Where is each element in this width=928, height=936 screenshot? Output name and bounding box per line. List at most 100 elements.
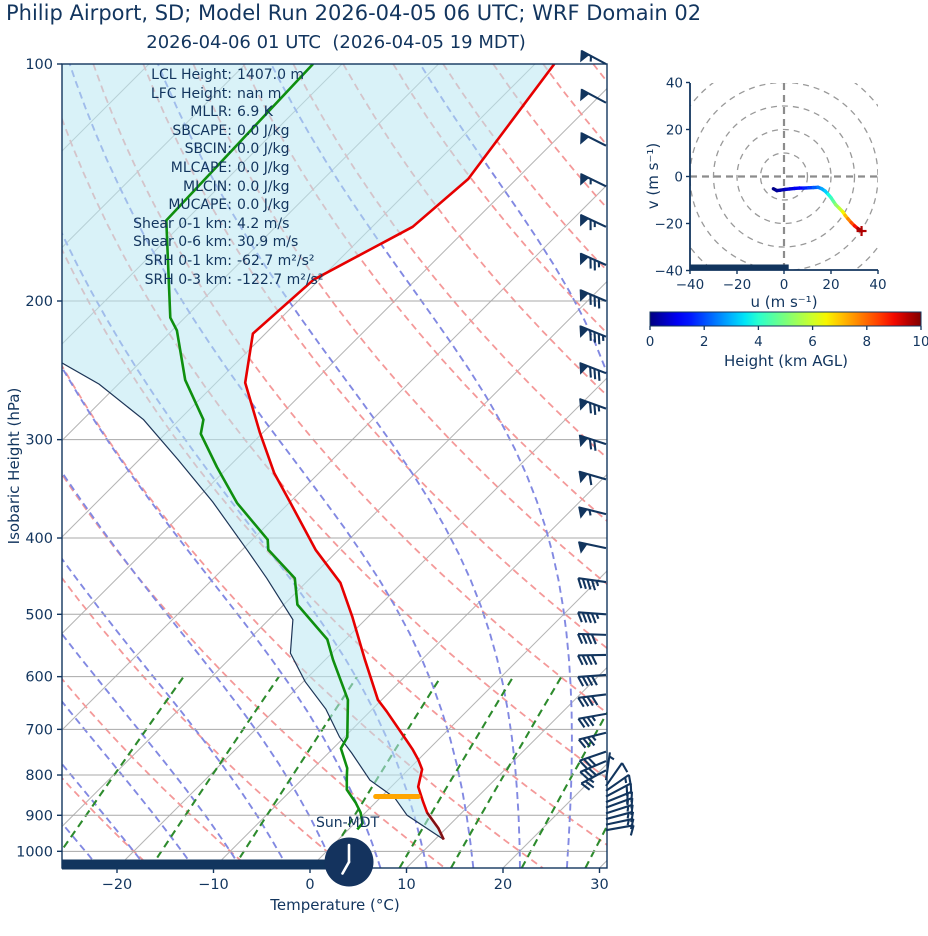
stat-line: SBCAPE: 0.0 J/kg bbox=[70, 122, 323, 141]
pressure-tick-label: 400 bbox=[25, 531, 53, 547]
wind-barb bbox=[577, 653, 607, 666]
barb-full-feather bbox=[586, 654, 593, 666]
stat-value: 0.0 J/kg bbox=[237, 178, 290, 195]
stat-value: 4.2 m/s bbox=[237, 215, 290, 232]
stat-label: MLCIN: bbox=[183, 178, 232, 195]
hodograph-u-tick-label: −20 bbox=[723, 277, 752, 293]
pressure-tick-label: 500 bbox=[25, 607, 53, 623]
stat-line: Shear 0-6 km: 30.9 m/s bbox=[70, 233, 323, 252]
moist-adiabat-line bbox=[270, 64, 573, 868]
wind-barb bbox=[605, 803, 634, 816]
stat-label: MLCAPE: bbox=[170, 159, 232, 176]
barb-full-feather bbox=[581, 696, 590, 707]
stat-label: SBCAPE: bbox=[172, 122, 232, 139]
mixing-ratio-line bbox=[62, 676, 185, 852]
skewt-background bbox=[62, 64, 928, 868]
night-bar-skewt bbox=[62, 859, 332, 870]
barb-full-feather bbox=[586, 633, 593, 645]
hodograph-v-tick-label: 0 bbox=[674, 170, 683, 186]
moist-adiabat-line bbox=[157, 64, 521, 868]
dry-adiabat-line bbox=[693, 64, 928, 868]
temperature-tick-label: 30 bbox=[590, 877, 608, 893]
parcel-profile-curve bbox=[62, 362, 445, 841]
wind-barb bbox=[578, 750, 607, 769]
barb-half-feather bbox=[591, 715, 597, 722]
barb-full-feather bbox=[580, 782, 591, 791]
wind-barb bbox=[579, 362, 607, 381]
wind-barb bbox=[580, 173, 607, 188]
barb-half-feather bbox=[608, 755, 615, 761]
sounding-stats-panel: LCL Height: 1407.0 m LFC Height: nan m MLLR:… bbox=[70, 66, 323, 289]
dry-adiabat-line bbox=[142, 64, 607, 650]
barb-pennant bbox=[580, 88, 590, 102]
stat-value: -122.7 m²/s² bbox=[237, 271, 324, 288]
barb-full-feather bbox=[590, 579, 597, 591]
temperature-tick-label: −20 bbox=[102, 877, 133, 893]
barb-full-feather bbox=[582, 717, 590, 728]
barb-full-feather bbox=[589, 367, 592, 378]
hodograph-u-tick-label: −40 bbox=[676, 277, 705, 293]
barb-half-feather bbox=[626, 812, 630, 819]
barb-pennant bbox=[578, 434, 589, 448]
stat-value: 6.9 K bbox=[237, 104, 273, 121]
barb-pennant bbox=[578, 471, 589, 484]
pressure-tick-label: 700 bbox=[25, 722, 53, 738]
mixing-ratio-line bbox=[450, 676, 563, 868]
wind-barb bbox=[580, 88, 607, 104]
barb-full-feather bbox=[582, 737, 591, 748]
wind-barb bbox=[605, 817, 635, 830]
stat-label: Shear 0-1 km: bbox=[133, 215, 232, 232]
temperature-curve bbox=[243, 64, 556, 841]
colorbar-tick-label: 0 bbox=[646, 334, 655, 350]
barb-full-feather bbox=[579, 771, 589, 780]
barb-full-feather bbox=[586, 612, 592, 624]
colorbar-gradient bbox=[649, 311, 922, 327]
stat-value: 30.9 m/s bbox=[237, 234, 299, 251]
barb-full-feather bbox=[587, 767, 598, 777]
barb-full-feather bbox=[588, 438, 593, 450]
colorbar-tick-label: 2 bbox=[700, 334, 709, 350]
barb-full-feather bbox=[587, 756, 597, 766]
stat-line: SBCIN: 0.0 J/kg bbox=[70, 140, 323, 159]
pressure-axis-label: Isobaric Height (hPa) bbox=[5, 387, 23, 545]
stat-line: MLLR: 6.9 K bbox=[70, 103, 323, 122]
mixing-ratio-line bbox=[632, 677, 731, 868]
barb-staff bbox=[605, 762, 623, 787]
barb-full-feather bbox=[583, 758, 592, 768]
wind-barb bbox=[577, 632, 607, 645]
barb-full-feather bbox=[581, 612, 588, 623]
stat-label: SRH 0-1 km: bbox=[144, 252, 232, 269]
barb-full-feather bbox=[590, 633, 597, 645]
moist-adiabat-line bbox=[62, 470, 335, 868]
stat-label: Shear 0-6 km: bbox=[133, 234, 232, 251]
moist-adiabat-line bbox=[615, 64, 726, 868]
moist-adiabat-line bbox=[62, 231, 428, 868]
barb-full-feather bbox=[590, 675, 598, 686]
barb-full-feather bbox=[577, 611, 583, 623]
barb-full-feather bbox=[577, 654, 584, 666]
barb-full-feather bbox=[581, 676, 589, 687]
barb-pennant bbox=[579, 252, 590, 266]
isotherm-line bbox=[309, 570, 607, 868]
hodograph-u-axis-label: u (m s⁻¹) bbox=[750, 293, 818, 311]
barb-full-feather bbox=[584, 780, 595, 789]
barb-pennant bbox=[580, 132, 590, 145]
sun-clock-label: Sun-MDT bbox=[316, 815, 380, 831]
skewt-curves bbox=[62, 64, 556, 841]
barb-half-feather bbox=[595, 613, 600, 620]
wind-barb bbox=[605, 824, 635, 836]
stat-value: 0.0 J/kg bbox=[237, 141, 290, 158]
wind-barb bbox=[578, 506, 607, 519]
stat-line: LCL Height: 1407.0 m bbox=[70, 66, 323, 85]
barb-half-feather bbox=[588, 509, 592, 516]
pressure-tick-label: 1000 bbox=[16, 844, 53, 860]
isotherm-line bbox=[116, 377, 607, 868]
stat-line: MLCIN: 0.0 J/kg bbox=[70, 178, 323, 197]
barb-full-feather bbox=[578, 738, 587, 749]
stat-value: 0.0 J/kg bbox=[237, 122, 290, 139]
pressure-tick-label: 600 bbox=[25, 670, 53, 686]
hodograph-axes: −40−40 −20 −20 0 0 20 20 40 40 bbox=[655, 76, 887, 294]
barb-full-feather bbox=[590, 612, 597, 624]
barb-pennant bbox=[578, 506, 588, 519]
figure-title: Philip Airport, SD; Model Run 2026-04-05… bbox=[6, 1, 702, 25]
